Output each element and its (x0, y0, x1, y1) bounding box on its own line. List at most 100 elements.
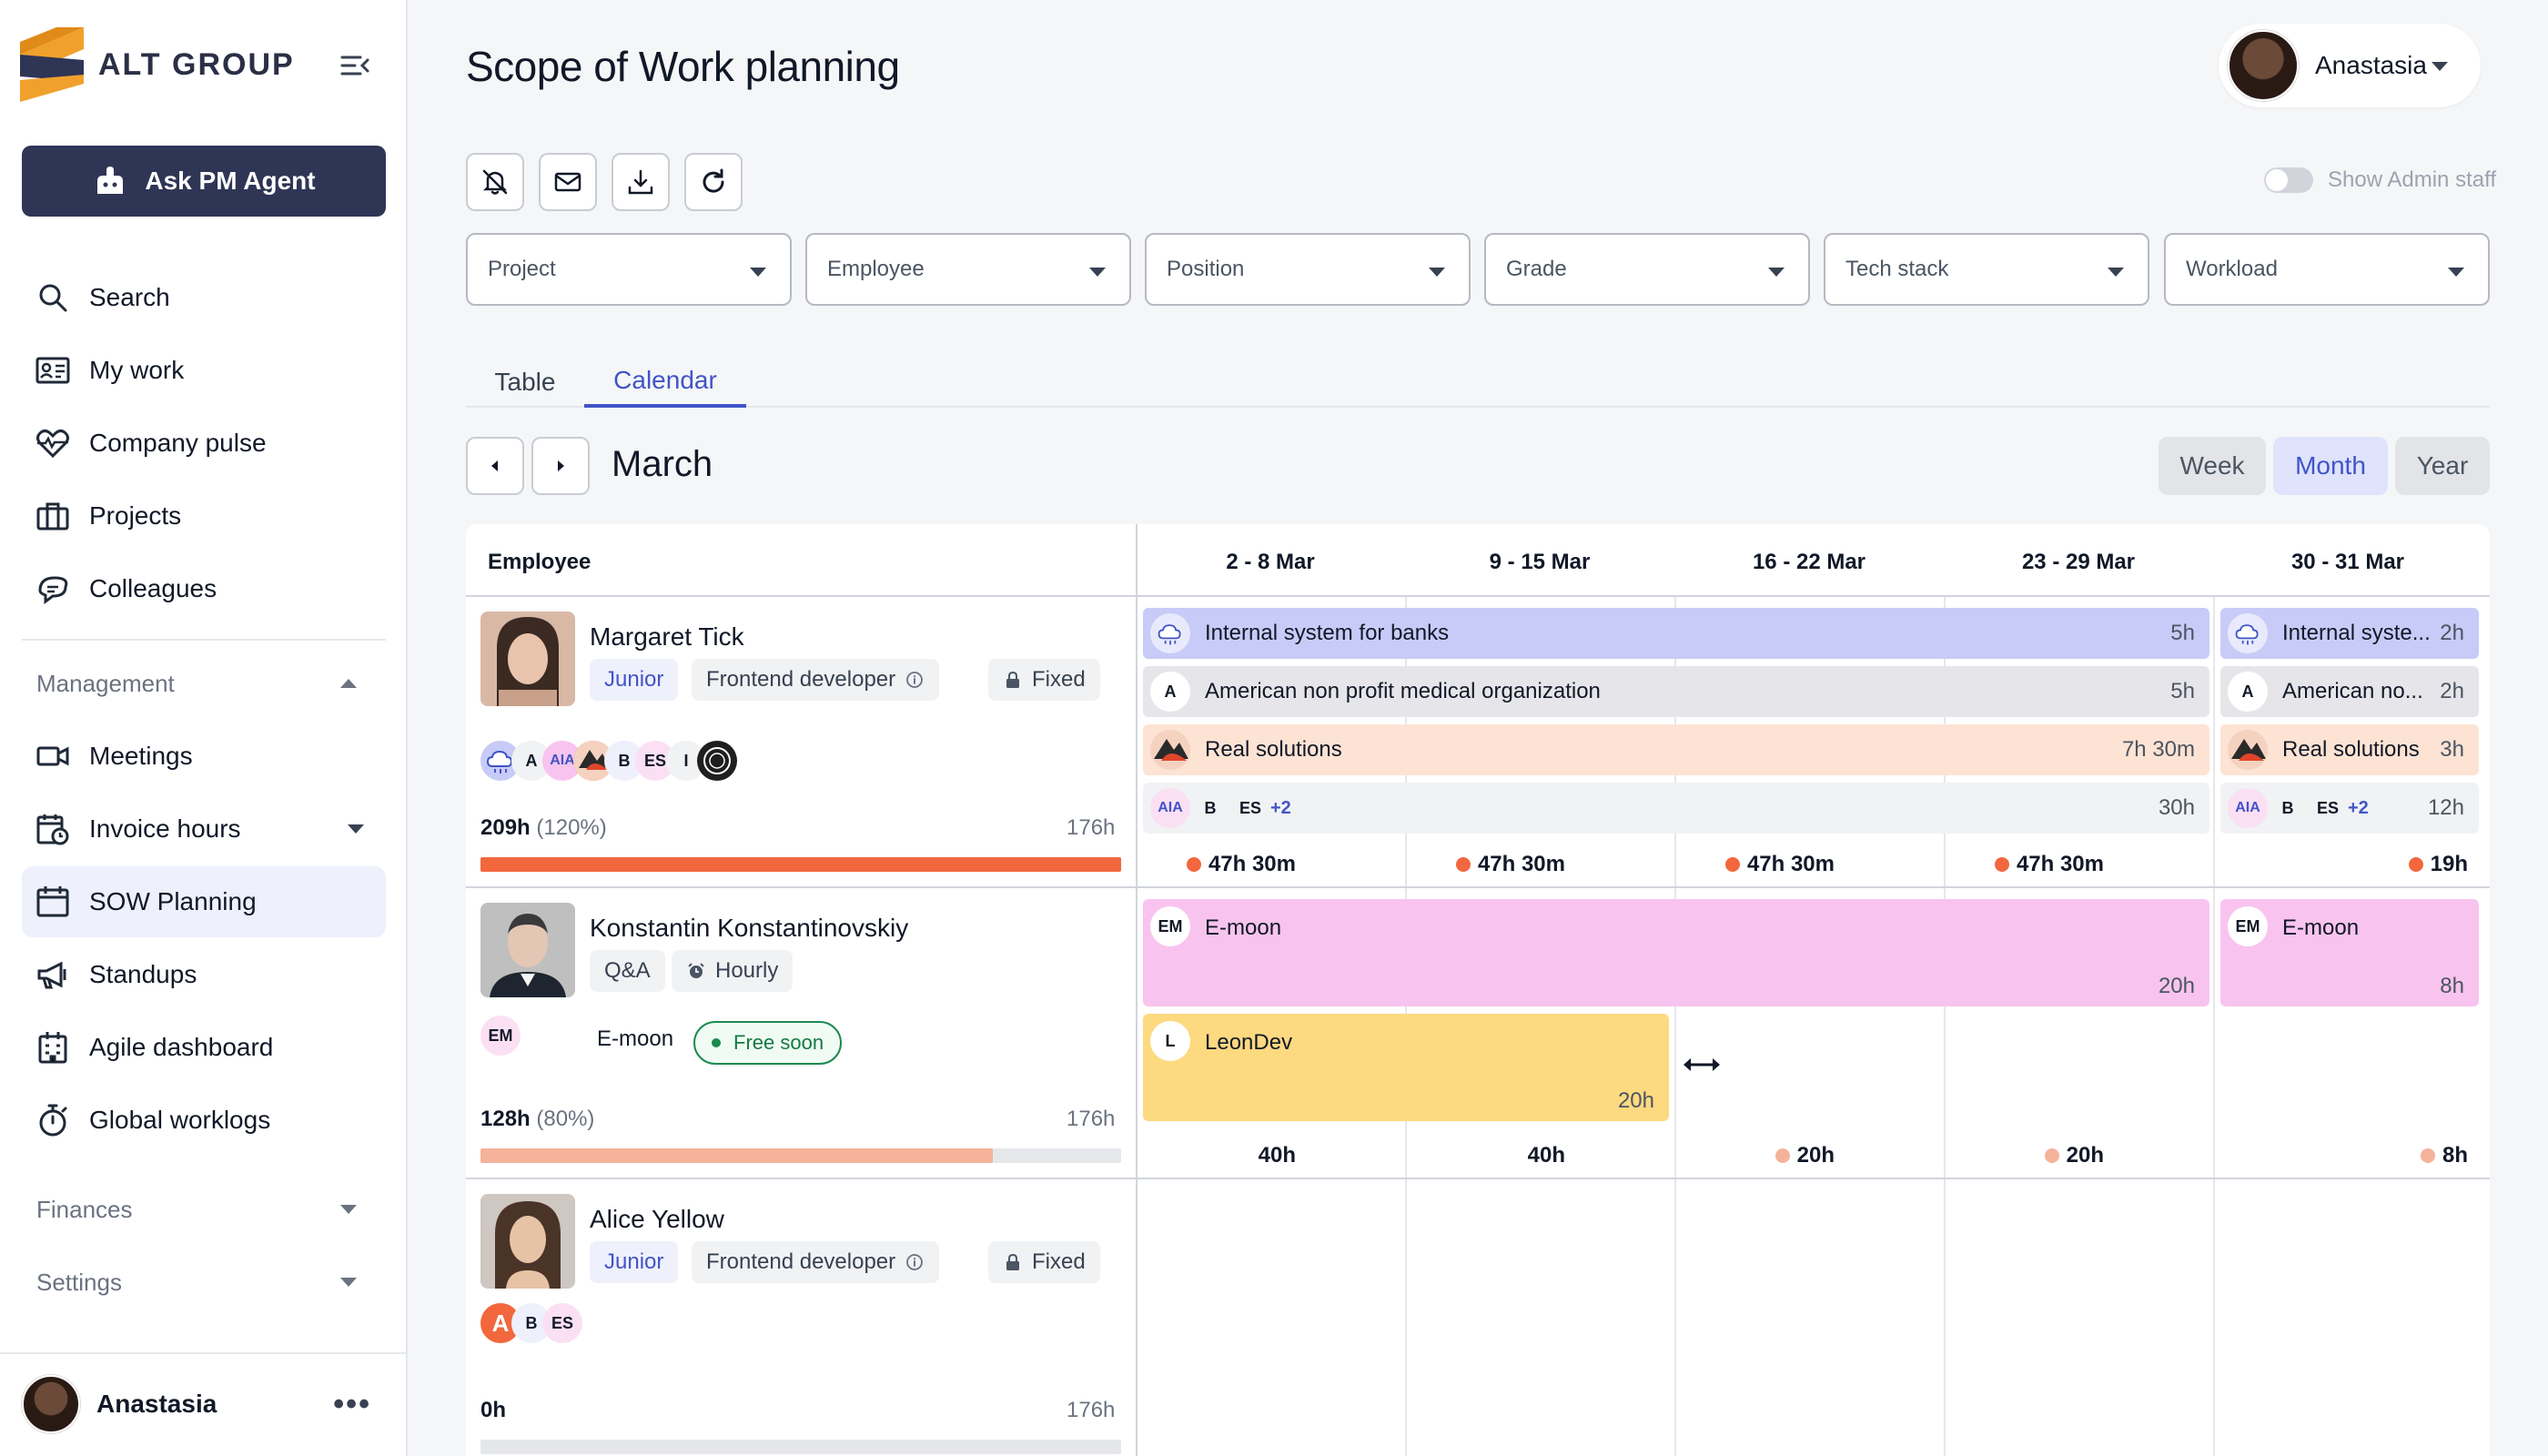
filter-employee[interactable]: Employee (805, 233, 1131, 306)
chevron-up-icon[interactable] (340, 679, 357, 688)
contract-tag: Fixed (988, 1241, 1100, 1283)
project-event-emoon[interactable]: EM E-moon 20h (1143, 899, 2209, 1006)
info-icon[interactable] (905, 670, 925, 690)
tab-calendar[interactable]: Calendar (584, 357, 746, 408)
project-event-american[interactable]: A American no... 2h (2220, 666, 2479, 717)
sidebar-item-my-work[interactable]: My work (22, 335, 386, 406)
employee-photo-icon (480, 1194, 575, 1289)
more-options-icon[interactable]: ••• (333, 1386, 371, 1421)
view-year-button[interactable]: Year (2395, 437, 2490, 495)
sidebar-item-label: Meetings (89, 742, 193, 770)
avatar[interactable] (480, 903, 575, 997)
filter-label: Project (488, 257, 556, 281)
workload-bar-fill (480, 1148, 994, 1163)
project-avatar[interactable]: EM (480, 1016, 521, 1056)
project-event-banks[interactable]: Internal syste... 2h (2220, 608, 2479, 659)
logo[interactable]: ALT GROUP (20, 27, 295, 102)
sidebar-item-label: My work (89, 356, 185, 384)
more-projects-count[interactable]: +2 (1270, 797, 1291, 818)
email-button[interactable] (539, 153, 597, 211)
resize-horizontal-icon[interactable] (1680, 1054, 1724, 1076)
project-name[interactable]: E-moon (597, 1026, 674, 1051)
refresh-button[interactable] (684, 153, 743, 211)
project-event-others[interactable]: AIA B ES +2 30h (1143, 783, 2209, 834)
view-week-button[interactable]: Week (2159, 437, 2266, 495)
sidebar-user[interactable]: Anastasia ••• (22, 1372, 386, 1436)
show-admin-staff-toggle[interactable]: Show Admin staff (2264, 167, 2496, 193)
sidebar-user-name: Anastasia (96, 1390, 217, 1418)
filter-project[interactable]: Project (466, 233, 792, 306)
alt-group-logo-icon (20, 27, 84, 102)
chevron-down-icon[interactable] (348, 824, 364, 834)
page-title: Scope of Work planning (466, 43, 900, 90)
week-total-value: 47h 30m (1477, 852, 1565, 876)
next-month-button[interactable] (531, 437, 590, 495)
sidebar-item-standups[interactable]: Standups (22, 939, 386, 1010)
event-hours: 2h (2440, 679, 2464, 703)
filter-tech-stack[interactable]: Tech stack (1824, 233, 2149, 306)
sidebar-item-colleagues[interactable]: Colleagues (22, 553, 386, 624)
view-month-button[interactable]: Month (2273, 437, 2388, 495)
sidebar-item-invoice-hours[interactable]: Invoice hours (22, 794, 386, 864)
filter-position[interactable]: Position (1145, 233, 1471, 306)
section-settings[interactable]: Settings (36, 1269, 122, 1296)
workload-bar (480, 1440, 1121, 1454)
event-hours: 5h (2170, 621, 2195, 645)
event-hours: 3h (2440, 737, 2464, 762)
avatar (2228, 30, 2299, 101)
sidebar-item-global-worklogs[interactable]: Global worklogs (22, 1085, 386, 1156)
project-event-american[interactable]: A American non profit medical organizati… (1143, 666, 2209, 717)
event-label: LeonDev (1205, 1030, 1293, 1055)
info-icon[interactable] (905, 1252, 925, 1272)
previous-month-button[interactable] (466, 437, 524, 495)
project-event-others[interactable]: AIA B ES +2 12h (2220, 783, 2479, 834)
filter-grade[interactable]: Grade (1484, 233, 1810, 306)
sidebar-item-agile-dashboard[interactable]: Agile dashboard (22, 1012, 386, 1083)
event-hours: 5h (2170, 679, 2195, 703)
sidebar-item-label: SOW Planning (89, 887, 257, 915)
project-avatar[interactable] (697, 741, 737, 781)
project-event-emoon[interactable]: EM E-moon 8h (2220, 899, 2479, 1006)
user-menu[interactable]: Anastasia (2219, 24, 2481, 107)
notifications-off-button[interactable] (466, 153, 524, 211)
project-event-real-solutions[interactable]: Real solutions 3h (2220, 724, 2479, 775)
employee-name[interactable]: Margaret Tick (590, 622, 744, 651)
section-finances[interactable]: Finances (36, 1196, 133, 1223)
project-event-banks[interactable]: Internal system for banks 5h (1143, 608, 2209, 659)
employee-name[interactable]: Konstantin Konstantinovskiy (590, 914, 909, 942)
chat-bubbles-icon (38, 576, 68, 604)
hours-value: 128h (480, 1107, 531, 1131)
avatar[interactable] (480, 612, 575, 706)
week-total-value: 20h (1796, 1143, 1835, 1168)
chevron-down-icon[interactable] (340, 1205, 357, 1214)
sidebar-item-search[interactable]: Search (22, 262, 386, 333)
position-tag: Frontend developer (692, 1241, 940, 1283)
event-label: American non profit medical organization (1205, 679, 1601, 703)
chevron-down-icon[interactable] (340, 1278, 357, 1287)
avatar[interactable] (480, 1194, 575, 1289)
hours-percent: (120%) (536, 815, 607, 840)
chevron-down-icon (2448, 268, 2464, 277)
main-content: Scope of Work planning Anastasia Show Ad… (408, 0, 2548, 1456)
sidebar-item-meetings[interactable]: Meetings (22, 721, 386, 792)
sidebar-item-label: Global worklogs (89, 1106, 271, 1134)
cloud-icon (486, 750, 513, 774)
hours-capacity: 176h (1067, 1107, 1116, 1131)
tab-table[interactable]: Table (494, 368, 556, 396)
toggle-switch[interactable] (2264, 167, 2313, 193)
ask-pm-agent-button[interactable]: Ask PM Agent (22, 146, 386, 217)
project-event-real-solutions[interactable]: Real solutions 7h 30m (1143, 724, 2209, 775)
collapse-sidebar-icon[interactable] (339, 49, 371, 82)
download-button[interactable] (612, 153, 670, 211)
section-management[interactable]: Management (36, 670, 175, 697)
more-projects-count[interactable]: +2 (2348, 797, 2369, 818)
project-avatar: AIA (1150, 788, 1190, 828)
filter-workload[interactable]: Workload (2164, 233, 2490, 306)
project-event-leondev[interactable]: L LeonDev 20h (1143, 1014, 1669, 1121)
sidebar-item-projects[interactable]: Projects (22, 480, 386, 551)
project-avatar[interactable]: ES (542, 1303, 582, 1343)
status-badge: Free soon (693, 1021, 843, 1065)
sidebar-item-sow-planning[interactable]: SOW Planning (22, 866, 386, 937)
sidebar-item-company-pulse[interactable]: Company pulse (22, 408, 386, 479)
employee-name[interactable]: Alice Yellow (590, 1205, 724, 1233)
